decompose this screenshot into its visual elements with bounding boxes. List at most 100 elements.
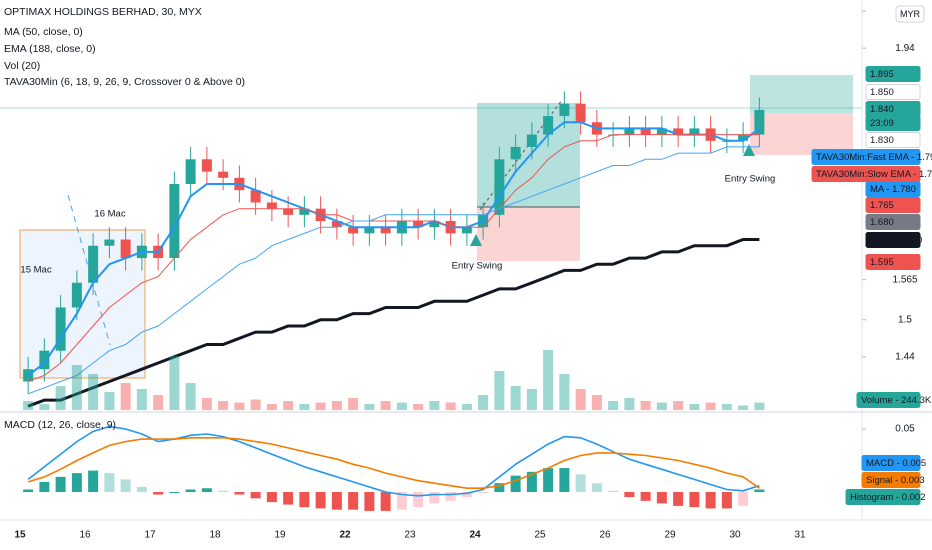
volume-bar — [559, 374, 570, 410]
candle-body — [543, 116, 554, 135]
entry-marker — [743, 144, 755, 156]
indicator-legend: MA (50, close, 0) — [4, 26, 83, 38]
histogram-bar — [299, 492, 310, 508]
candle-body — [201, 159, 212, 172]
y-tick-label: 1.565 — [892, 274, 917, 285]
histogram-bar — [396, 492, 407, 510]
indicator-line — [27, 146, 760, 395]
volume-bar — [575, 389, 586, 410]
x-tick-label: 17 — [144, 530, 156, 541]
histogram-bar — [510, 475, 521, 493]
candle-body — [88, 245, 99, 283]
volume-bar — [494, 371, 505, 410]
x-tick-label: 31 — [794, 530, 806, 541]
candle-body — [218, 171, 229, 178]
price-tag — [811, 149, 921, 165]
histogram-bar — [331, 492, 342, 510]
x-tick-label: 22 — [339, 530, 351, 541]
histogram-bar — [153, 492, 164, 495]
volume-bar — [478, 395, 489, 410]
volume-bar — [364, 404, 375, 410]
price-tag — [865, 66, 921, 82]
volume-bar — [55, 386, 66, 410]
histogram-bar — [413, 492, 424, 508]
candle-body — [689, 128, 700, 135]
histogram-bar — [104, 473, 115, 493]
candle-body — [461, 227, 472, 234]
indicator-legend: Vol (20) — [4, 60, 40, 72]
y-tick-label: 0.05 — [895, 424, 915, 435]
macd-line — [27, 437, 760, 489]
candle-body — [364, 227, 375, 234]
price-tag-label: 1.830 — [870, 135, 894, 146]
price-tag — [861, 455, 921, 471]
entry-marker — [470, 234, 482, 246]
volume-bar — [429, 401, 440, 410]
candle-body — [55, 307, 66, 351]
price-tag — [845, 489, 921, 505]
macd-line — [27, 425, 760, 497]
volume-bar — [348, 398, 359, 410]
currency-label: MYR — [900, 9, 921, 19]
price-tag-label: 1.840 — [870, 104, 894, 115]
candle-body — [510, 146, 521, 160]
long-loss-zone — [477, 207, 580, 261]
histogram-bar — [624, 492, 635, 498]
price-tag — [811, 166, 921, 182]
volume-bar — [624, 398, 635, 410]
long-profit-zone — [750, 75, 853, 113]
histogram-bar — [23, 489, 34, 493]
price-tag — [865, 115, 921, 131]
x-tick-label: 23 — [404, 530, 416, 541]
histogram-bar — [461, 492, 472, 498]
histogram-bar — [185, 489, 196, 493]
histogram-bar — [136, 486, 147, 493]
price-tag-label: 1.680 — [870, 217, 894, 228]
price-tag-label: 1.765 — [870, 200, 894, 211]
candle-body — [413, 221, 424, 228]
volume-bar — [705, 402, 716, 410]
volume-bar — [88, 374, 99, 410]
histogram-bar — [315, 492, 326, 509]
histogram-bar — [283, 492, 294, 505]
candle-body — [673, 128, 684, 135]
price-tag — [865, 214, 921, 230]
long-loss-zone — [750, 113, 853, 155]
volume-bar — [608, 401, 619, 410]
indicator-line — [27, 121, 761, 377]
candle-body — [640, 128, 651, 135]
histogram-bar — [169, 492, 180, 494]
y-tick-label: 1.44 — [895, 351, 915, 362]
currency-button[interactable] — [895, 5, 925, 23]
volume-bar — [640, 401, 651, 410]
histogram-bar — [250, 492, 261, 499]
volume-bar — [380, 401, 391, 410]
candle-body — [526, 134, 537, 147]
volume-bar — [461, 404, 472, 410]
candle-body — [494, 159, 505, 215]
price-tag — [861, 472, 921, 488]
price-tag — [865, 254, 921, 270]
histogram-bar — [656, 492, 667, 504]
price-tag — [856, 392, 921, 408]
price-tag-label: Histogram - 0.002 — [850, 492, 926, 503]
price-tag-label: 1.595 — [870, 257, 894, 268]
candle-body — [559, 103, 570, 117]
candle-body — [250, 190, 261, 203]
volume-bar — [315, 402, 326, 410]
histogram-bar — [721, 492, 732, 509]
volume-bar — [169, 356, 180, 410]
volume-bar — [136, 389, 147, 410]
price-tag-label: TAVA30Min:Slow EMA - 1.790 — [816, 169, 932, 180]
histogram-bar — [591, 483, 602, 493]
histogram-bar — [380, 492, 391, 511]
price-tag-label: 1.850 — [870, 87, 894, 98]
candle-body — [104, 239, 115, 246]
volume-bar — [738, 405, 749, 410]
candle-body — [331, 221, 342, 228]
histogram-bar — [673, 492, 684, 506]
candle-body — [738, 134, 749, 141]
price-tag-label: MA - 1.780 — [870, 184, 916, 195]
histogram-bar — [266, 492, 277, 503]
price-tag — [865, 232, 921, 248]
